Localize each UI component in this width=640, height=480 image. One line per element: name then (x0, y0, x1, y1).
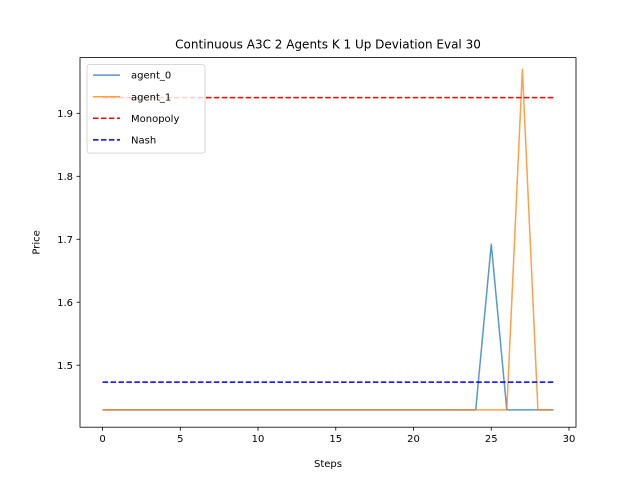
x-axis-label: Steps (314, 459, 342, 470)
y-tick-label: 1.6 (57, 298, 73, 309)
plot-frame (79, 57, 577, 428)
legend-box (86, 64, 206, 154)
y-tick-label: 1.9 (57, 109, 73, 120)
legend-label-agent-1: agent_1 (131, 92, 171, 103)
y-tick-label: 1.8 (57, 172, 73, 183)
x-tick-label: 0 (99, 434, 105, 445)
x-tick-label: 10 (252, 434, 265, 445)
chart-title: Continuous A3C 2 Agents K 1 Up Deviation… (175, 38, 481, 52)
legend: agent_0 agent_1 Monopoly Nash (86, 64, 206, 154)
y-axis: 1.5 1.6 1.7 1.8 1.9 (57, 109, 80, 372)
y-tick-label: 1.5 (57, 361, 73, 372)
x-axis: 0 5 10 15 20 25 30 (99, 427, 575, 445)
y-axis-label: Price (32, 230, 43, 254)
x-tick-label: 30 (563, 434, 576, 445)
x-tick-label: 15 (329, 434, 342, 445)
x-tick-label: 5 (177, 434, 183, 445)
legend-label-agent-0: agent_0 (131, 71, 171, 82)
y-tick-label: 1.7 (57, 235, 73, 246)
x-tick-label: 20 (407, 434, 420, 445)
legend-label-monopoly: Monopoly (131, 114, 179, 125)
x-tick-label: 25 (485, 434, 498, 445)
legend-label-nash: Nash (131, 136, 156, 147)
series-line-agent-1 (102, 68, 554, 411)
